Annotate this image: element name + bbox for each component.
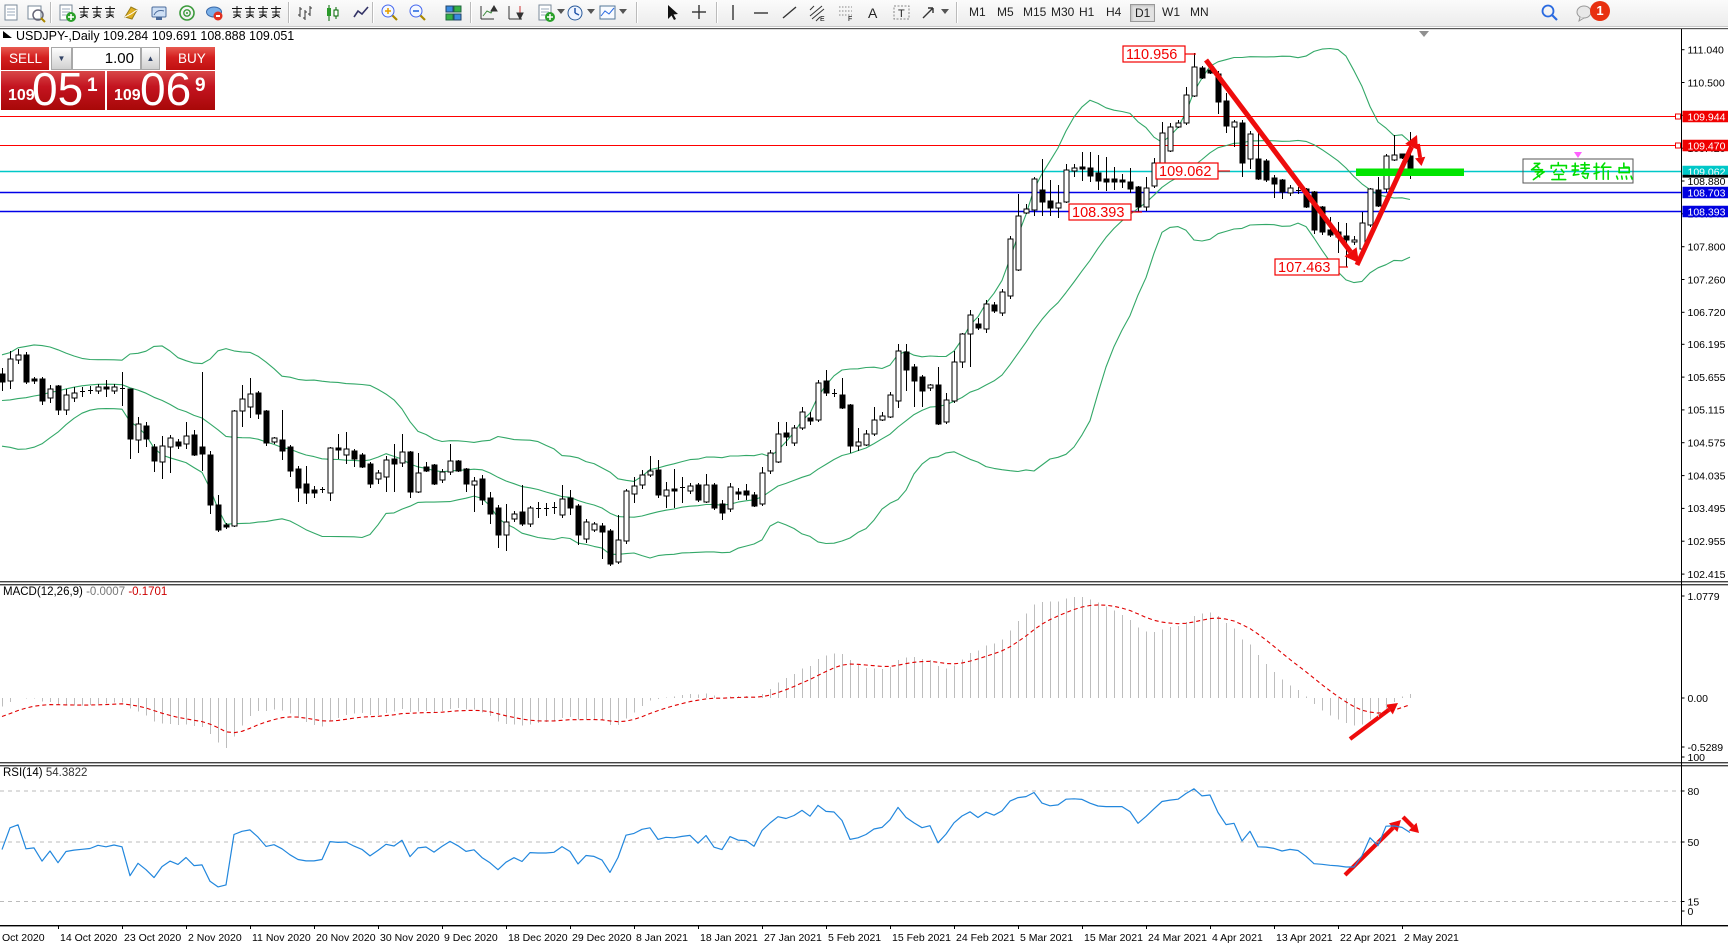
svg-text:23 Oct 2020: 23 Oct 2020 — [124, 932, 181, 944]
svg-text:USDJPY-,Daily 109.284 109.691: USDJPY-,Daily 109.284 109.691 108.888 10… — [16, 29, 294, 43]
svg-text:105.115: 105.115 — [1688, 405, 1725, 417]
svg-text:108.880: 108.880 — [1688, 176, 1726, 188]
svg-text:24 Feb 2021: 24 Feb 2021 — [956, 932, 1015, 944]
svg-text:100: 100 — [1688, 752, 1706, 764]
svg-text:15: 15 — [1688, 896, 1700, 908]
svg-text:108.393: 108.393 — [1688, 206, 1726, 218]
svg-text:104.575: 104.575 — [1688, 438, 1726, 450]
svg-text:22 Apr 2021: 22 Apr 2021 — [1340, 932, 1397, 944]
svg-text:110.956: 110.956 — [1126, 47, 1177, 63]
svg-text:4 Apr 2021: 4 Apr 2021 — [1212, 932, 1263, 944]
svg-text:108.393: 108.393 — [1072, 205, 1124, 221]
svg-text:9 Dec 2020: 9 Dec 2020 — [444, 932, 498, 944]
svg-text:5 Mar 2021: 5 Mar 2021 — [1020, 932, 1073, 944]
svg-text:1.0779: 1.0779 — [1688, 591, 1720, 603]
svg-text:A: A — [868, 5, 878, 21]
svg-text:104.035: 104.035 — [1688, 470, 1726, 482]
svg-text:20 Nov 2020: 20 Nov 2020 — [316, 932, 376, 944]
svg-text:11 Nov 2020: 11 Nov 2020 — [252, 932, 311, 944]
svg-text:18 Jan 2021: 18 Jan 2021 — [700, 932, 758, 944]
svg-text:18 Dec 2020: 18 Dec 2020 — [508, 932, 568, 944]
svg-text:0: 0 — [1688, 906, 1694, 918]
svg-text:108.703: 108.703 — [1688, 187, 1726, 199]
svg-text:102.955: 102.955 — [1688, 536, 1726, 548]
svg-text:107.260: 107.260 — [1688, 274, 1726, 286]
svg-text:15 Feb 2021: 15 Feb 2021 — [892, 932, 951, 944]
svg-text:107.463: 107.463 — [1278, 260, 1330, 276]
svg-text:5 Feb 2021: 5 Feb 2021 — [828, 932, 881, 944]
svg-text:109.470: 109.470 — [1688, 140, 1726, 152]
svg-text:30 Nov 2020: 30 Nov 2020 — [380, 932, 440, 944]
svg-text:103.495: 103.495 — [1688, 503, 1726, 515]
svg-text:105.655: 105.655 — [1688, 372, 1726, 384]
svg-text:Oct 2020: Oct 2020 — [2, 932, 45, 944]
svg-text:E: E — [820, 16, 825, 23]
svg-text:RSI(14) 54.3822: RSI(14) 54.3822 — [3, 767, 87, 779]
svg-text:F: F — [848, 16, 852, 23]
svg-text:102.415: 102.415 — [1688, 569, 1726, 581]
svg-text:2 May 2021: 2 May 2021 — [1404, 932, 1459, 944]
svg-text:14 Oct 2020: 14 Oct 2020 — [60, 932, 117, 944]
svg-text:13 Apr 2021: 13 Apr 2021 — [1276, 932, 1333, 944]
svg-text:MACD(12,26,9) -0.0007 -0.1701: MACD(12,26,9) -0.0007 -0.1701 — [3, 586, 167, 598]
svg-text:27 Jan 2021: 27 Jan 2021 — [764, 932, 822, 944]
svg-text:15 Mar 2021: 15 Mar 2021 — [1084, 932, 1143, 944]
svg-text:106.195: 106.195 — [1688, 339, 1726, 351]
svg-text:106.720: 106.720 — [1688, 307, 1726, 319]
svg-text:80: 80 — [1688, 786, 1700, 798]
svg-text:0.00: 0.00 — [1688, 693, 1709, 705]
svg-text:50: 50 — [1688, 837, 1700, 849]
svg-text:107.800: 107.800 — [1688, 242, 1726, 254]
svg-text:109.944: 109.944 — [1688, 111, 1726, 123]
svg-text:8 Jan 2021: 8 Jan 2021 — [636, 932, 688, 944]
svg-text:29 Dec 2020: 29 Dec 2020 — [572, 932, 632, 944]
svg-text:109.062: 109.062 — [1159, 164, 1211, 180]
svg-text:-0.5289: -0.5289 — [1688, 742, 1724, 754]
svg-text:111.040: 111.040 — [1688, 45, 1725, 57]
svg-text:110.500: 110.500 — [1688, 77, 1725, 89]
svg-text:T: T — [898, 8, 905, 20]
svg-text:2 Nov 2020: 2 Nov 2020 — [188, 932, 242, 944]
svg-text:24 Mar 2021: 24 Mar 2021 — [1148, 932, 1207, 944]
